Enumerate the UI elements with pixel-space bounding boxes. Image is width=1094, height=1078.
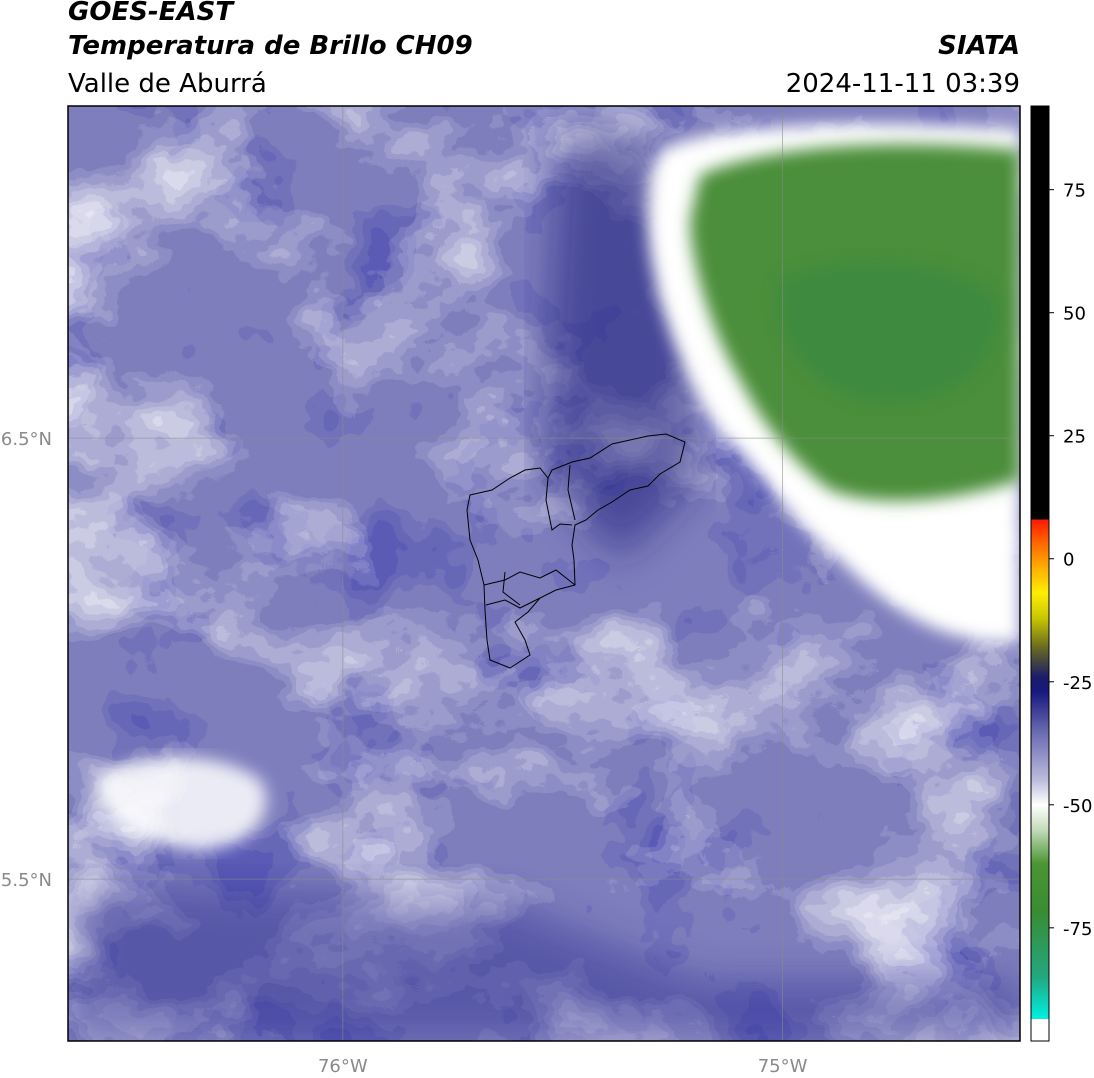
map-frame bbox=[67, 105, 1021, 1042]
colorbar-tick-label: -75 bbox=[1063, 919, 1092, 940]
boundary-inner bbox=[485, 597, 541, 609]
boundary-inner bbox=[545, 477, 573, 531]
boundary-inner bbox=[483, 569, 576, 586]
x-tick-label: 76°W bbox=[318, 1056, 368, 1077]
colorbar-tick-label: -25 bbox=[1063, 673, 1092, 694]
boundary-inner bbox=[567, 464, 576, 521]
source: SIATA bbox=[938, 31, 1020, 61]
title: GOES-EAST bbox=[68, 0, 235, 27]
datetime: 2024-11-11 03:39 bbox=[786, 69, 1020, 99]
colorbar-tick-label: 25 bbox=[1063, 427, 1086, 448]
boundary-inner bbox=[502, 571, 521, 606]
colorbar-tick-label: 0 bbox=[1063, 550, 1074, 571]
colorbar-scale bbox=[1030, 105, 1050, 1042]
warm-center bbox=[778, 262, 1000, 402]
y-tick-label: 6.5°N bbox=[1, 429, 52, 450]
colorbar-tick-label: 75 bbox=[1063, 181, 1086, 202]
colorbar-tick-label: -50 bbox=[1063, 796, 1092, 817]
satellite-image bbox=[68, 106, 1020, 1041]
subtitle: Temperatura de Brillo CH09 bbox=[68, 31, 473, 61]
region: Valle de Aburrá bbox=[68, 69, 267, 99]
x-tick-label: 75°W bbox=[758, 1056, 808, 1077]
aburra-boundary bbox=[466, 433, 686, 669]
cold-south bbox=[68, 880, 1020, 1041]
grid bbox=[68, 106, 1020, 1041]
colorbar: -75 -50 -25 0 25 50 75 bbox=[1030, 105, 1092, 1042]
boundary-outer bbox=[466, 433, 686, 669]
y-tick-label: 5.5°N bbox=[1, 870, 52, 891]
warm-spot bbox=[95, 757, 267, 850]
colorbar-tick-label: 50 bbox=[1063, 304, 1086, 325]
